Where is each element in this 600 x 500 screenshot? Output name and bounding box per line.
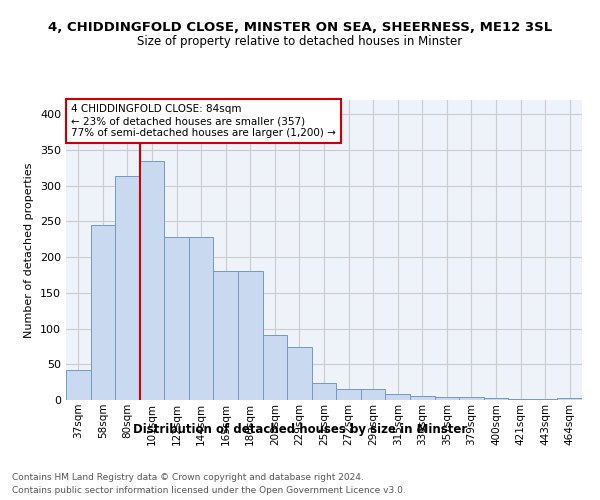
Bar [336, 390, 361, 400]
Text: Distribution of detached houses by size in Minster: Distribution of detached houses by size … [133, 422, 467, 436]
Text: Contains public sector information licensed under the Open Government Licence v3: Contains public sector information licen… [12, 486, 406, 495]
Bar [91, 225, 115, 400]
Bar [361, 390, 385, 400]
Bar [410, 396, 434, 400]
Bar [533, 398, 557, 400]
Bar [214, 270, 238, 400]
Bar [484, 398, 508, 400]
Bar [557, 398, 582, 400]
Bar [140, 160, 164, 400]
Bar [115, 176, 140, 400]
Bar [312, 383, 336, 400]
Text: Size of property relative to detached houses in Minster: Size of property relative to detached ho… [137, 35, 463, 48]
Bar [66, 370, 91, 400]
Text: 4, CHIDDINGFOLD CLOSE, MINSTER ON SEA, SHEERNESS, ME12 3SL: 4, CHIDDINGFOLD CLOSE, MINSTER ON SEA, S… [48, 21, 552, 34]
Bar [287, 347, 312, 400]
Bar [238, 270, 263, 400]
Y-axis label: Number of detached properties: Number of detached properties [25, 162, 34, 338]
Text: 4 CHIDDINGFOLD CLOSE: 84sqm
← 23% of detached houses are smaller (357)
77% of se: 4 CHIDDINGFOLD CLOSE: 84sqm ← 23% of det… [71, 104, 336, 138]
Bar [164, 237, 189, 400]
Bar [189, 237, 214, 400]
Bar [434, 397, 459, 400]
Bar [263, 335, 287, 400]
Bar [508, 398, 533, 400]
Text: Contains HM Land Registry data © Crown copyright and database right 2024.: Contains HM Land Registry data © Crown c… [12, 472, 364, 482]
Bar [385, 394, 410, 400]
Bar [459, 397, 484, 400]
